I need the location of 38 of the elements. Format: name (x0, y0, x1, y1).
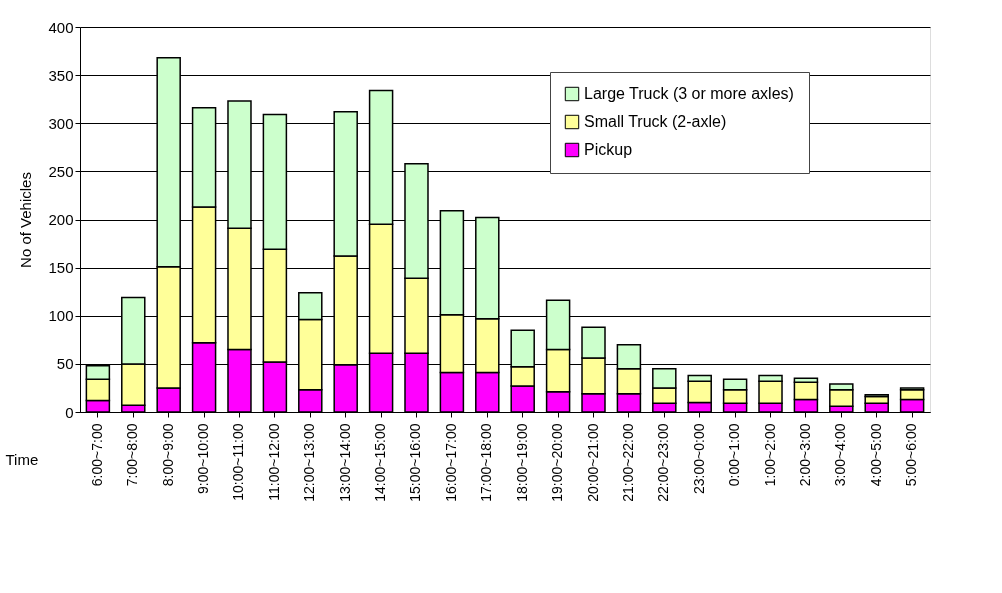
y-tick-label: 350 (48, 66, 74, 84)
x-tick-label: 13:00~14:00 (336, 423, 353, 502)
x-tick-label: 21:00~22:00 (619, 423, 636, 502)
x-axis-title: Time (5, 450, 39, 468)
x-tick-label: 4:00~5:00 (867, 423, 884, 487)
y-tick-label: 0 (65, 403, 74, 421)
x-tick-label: 9:00~10:00 (195, 423, 212, 494)
x-tick-label: 2:00~3:00 (796, 423, 813, 487)
y-tick-label: 150 (48, 259, 74, 277)
x-tick-label: 15:00~16:00 (407, 423, 424, 502)
x-tick-label: 6:00~7:00 (88, 423, 105, 487)
y-tick-label: 400 (48, 18, 74, 36)
x-tick-label: 20:00~21:00 (584, 423, 601, 502)
x-tick-label: 5:00~6:00 (903, 423, 920, 487)
x-tick-label: 1:00~2:00 (761, 423, 778, 487)
x-tick-label: 23:00~0:00 (690, 423, 707, 494)
x-tick-label: 3:00~4:00 (832, 423, 849, 487)
y-tick-label: 50 (56, 355, 74, 373)
y-tick-label: 300 (48, 114, 74, 132)
y-tick-label: 250 (48, 162, 74, 180)
x-tick-label: 16:00~17:00 (442, 423, 459, 502)
x-tick-label: 7:00~8:00 (124, 423, 141, 487)
x-tick-label: 22:00~23:00 (655, 423, 672, 502)
x-tick-label: 14:00~15:00 (372, 423, 389, 502)
x-tick-label: 17:00~18:00 (478, 423, 495, 502)
legend-label: Pickup (584, 141, 633, 158)
legend-label: Small Truck (2-axle) (584, 113, 727, 130)
x-tick-label: 12:00~13:00 (301, 423, 318, 502)
legend-label: Large Truck (3 or more axles) (584, 85, 794, 102)
y-axis-title: No of Vehicles (17, 172, 35, 268)
x-tick-label: 11:00~12:00 (265, 423, 282, 501)
x-tick-label: 10:00~11:00 (230, 423, 247, 501)
x-tick-label: 18:00~19:00 (513, 423, 530, 502)
x-tick-label: 19:00~20:00 (549, 423, 566, 502)
x-tick-label: 8:00~9:00 (159, 423, 176, 487)
y-tick-label: 100 (48, 307, 74, 325)
x-tick-label: 0:00~1:00 (726, 423, 743, 487)
y-tick-label: 200 (48, 211, 74, 228)
